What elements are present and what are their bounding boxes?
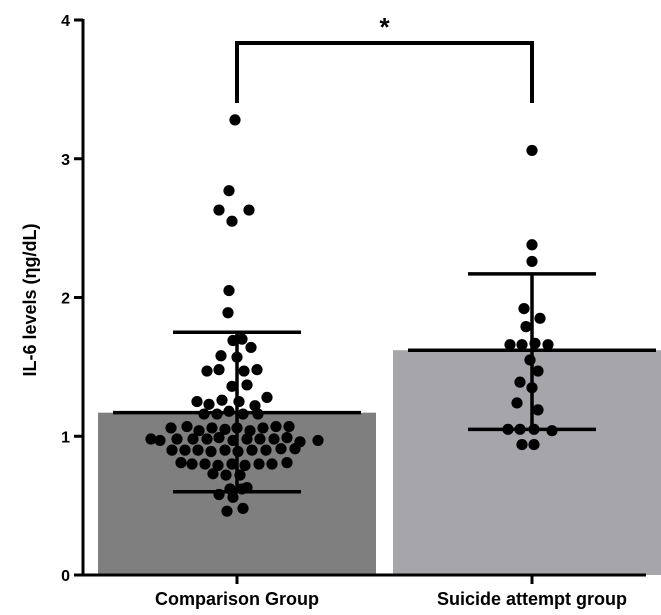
data-point [516, 438, 528, 451]
data-point [281, 457, 293, 469]
data-point [534, 312, 546, 324]
category-labels: Comparison Group Suicide attempt group [155, 575, 627, 609]
y-tick-label: 3 [61, 152, 70, 169]
data-point [213, 364, 225, 376]
data-point [206, 422, 218, 434]
y-ticks: 0 1 2 3 4 [61, 13, 83, 585]
data-point [171, 433, 183, 445]
data-point [179, 444, 191, 456]
data-point [203, 398, 215, 410]
data-point [237, 502, 249, 514]
data-point [520, 321, 532, 333]
data-point [239, 459, 251, 471]
data-point [532, 365, 544, 377]
data-point [226, 380, 238, 392]
data-points [145, 114, 558, 517]
data-point [289, 443, 301, 455]
data-point [175, 457, 187, 469]
data-point [216, 394, 228, 406]
data-point [246, 444, 258, 456]
data-point [222, 307, 234, 319]
data-point [281, 432, 293, 444]
data-point [516, 339, 528, 351]
data-point [312, 434, 324, 447]
data-point [207, 468, 219, 480]
significance-marker: * [379, 12, 390, 42]
data-point [241, 433, 253, 445]
data-point [511, 397, 523, 409]
y-tick-label: 2 [61, 291, 70, 308]
data-point [199, 458, 211, 470]
data-point [532, 404, 544, 416]
data-point [261, 391, 273, 403]
data-point [154, 434, 166, 447]
data-point [266, 458, 278, 470]
category-label: Suicide attempt group [437, 589, 627, 609]
y-tick-label: 1 [61, 429, 70, 446]
data-point [236, 333, 248, 345]
data-point [528, 438, 540, 451]
data-point [251, 364, 263, 376]
data-point [205, 445, 217, 458]
data-point [227, 491, 239, 503]
data-point [504, 339, 516, 351]
data-point [201, 365, 213, 377]
data-point [241, 379, 253, 391]
significance-bracket: * [235, 12, 534, 103]
data-point [213, 432, 225, 444]
data-point [270, 420, 282, 433]
bracket-line [235, 41, 534, 103]
data-point [223, 284, 235, 297]
data-point [223, 185, 235, 197]
data-point [219, 444, 231, 456]
data-point [193, 425, 205, 437]
data-point [213, 204, 225, 216]
data-point [275, 443, 287, 455]
data-point [145, 433, 157, 445]
data-point [186, 458, 198, 470]
data-point [166, 444, 178, 456]
data-point [192, 444, 204, 456]
data-point [243, 204, 255, 216]
data-point [220, 469, 232, 481]
data-point [219, 423, 231, 435]
data-point [245, 341, 257, 354]
data-point [229, 114, 241, 126]
data-point [165, 422, 177, 434]
data-point [257, 422, 269, 434]
data-point [215, 350, 227, 362]
data-point [526, 144, 538, 157]
data-point [221, 505, 233, 517]
data-point [226, 458, 238, 470]
data-point [187, 433, 199, 445]
bar-2 [393, 350, 661, 575]
data-point [253, 458, 265, 470]
data-point [212, 459, 224, 471]
data-point [191, 395, 203, 408]
data-point [181, 420, 193, 433]
y-tick-label: 0 [61, 568, 70, 585]
data-point [283, 420, 295, 433]
data-point [518, 303, 530, 315]
y-axis-label: IL-6 levels (ηg/dL) [20, 223, 40, 376]
data-point [238, 365, 250, 377]
data-point [254, 433, 266, 445]
data-point [233, 395, 245, 408]
data-point [524, 354, 536, 366]
data-point [268, 433, 280, 445]
data-point [526, 255, 538, 268]
data-point [201, 433, 213, 445]
category-label: Comparison Group [155, 589, 319, 609]
data-point [526, 239, 538, 251]
error-bars [113, 272, 656, 494]
data-point [514, 376, 526, 388]
data-point [260, 444, 272, 456]
data-point [226, 215, 238, 227]
y-tick-label: 4 [61, 13, 70, 30]
data-point [542, 339, 554, 351]
